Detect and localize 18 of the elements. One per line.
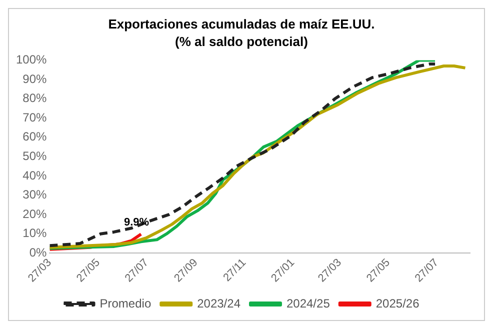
y-tick-label: 50% — [22, 149, 48, 164]
y-tick-label: 10% — [22, 226, 48, 240]
y-tick-label: 90% — [22, 72, 48, 86]
legend-label: 2023/24 — [197, 296, 241, 310]
chart-title: Exportaciones acumuladas de maíz EE.UU. — [108, 16, 375, 32]
annotation: 9.9% — [124, 216, 150, 229]
y-tick-label: 100% — [16, 52, 48, 67]
y-tick-label: 60% — [22, 130, 48, 144]
legend-label: Promedio — [100, 296, 152, 310]
y-tick-label: 40% — [22, 168, 48, 182]
y-tick-label: 20% — [22, 206, 48, 221]
y-tick-label: 70% — [22, 110, 48, 124]
y-tick-label: 0% — [29, 246, 48, 260]
chart-subtitle: (% al saldo potencial) — [175, 34, 308, 49]
y-tick-label: 80% — [22, 91, 48, 106]
legend-label: 2024/25 — [286, 296, 330, 310]
y-tick-label: 30% — [22, 188, 48, 202]
legend-label: 2025/26 — [376, 296, 420, 310]
